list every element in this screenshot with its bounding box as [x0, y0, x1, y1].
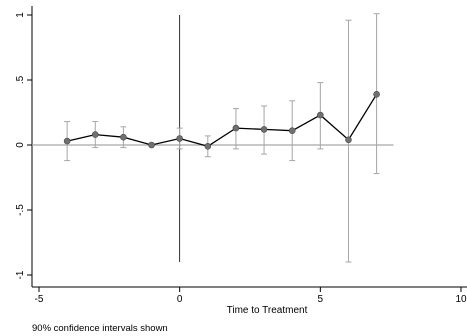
chart-note: 90% confidence intervals shown	[32, 323, 168, 334]
y-tick-label: 1	[15, 12, 26, 18]
data-point	[260, 126, 268, 133]
y-tick-label: 0	[15, 142, 26, 148]
x-tick-label: 10	[455, 294, 467, 305]
x-tick-label: 5	[318, 294, 324, 305]
data-point	[232, 124, 240, 132]
data-point	[148, 141, 155, 149]
series-line-group	[66, 93, 378, 148]
series-line	[66, 93, 378, 148]
x-tick-label: 0	[177, 294, 183, 305]
reference-lines	[32, 15, 394, 262]
data-point	[63, 137, 71, 145]
data-point	[345, 136, 352, 144]
data-point	[373, 91, 380, 98]
y-tick-label: .5	[15, 75, 26, 84]
data-point	[204, 143, 212, 150]
data-point	[91, 131, 99, 138]
axes: -1 -.5 0 .5 1 -5 0 5 10	[15, 6, 467, 305]
y-tick-label: -1	[15, 270, 26, 279]
data-points	[63, 91, 380, 150]
data-point	[317, 111, 324, 119]
y-tick-label: -.5	[15, 204, 26, 216]
data-point	[176, 135, 183, 142]
x-axis-title: Time to Treatment	[227, 305, 308, 316]
x-tick-label: -5	[35, 294, 44, 305]
data-point	[288, 127, 296, 134]
data-point	[120, 133, 127, 141]
